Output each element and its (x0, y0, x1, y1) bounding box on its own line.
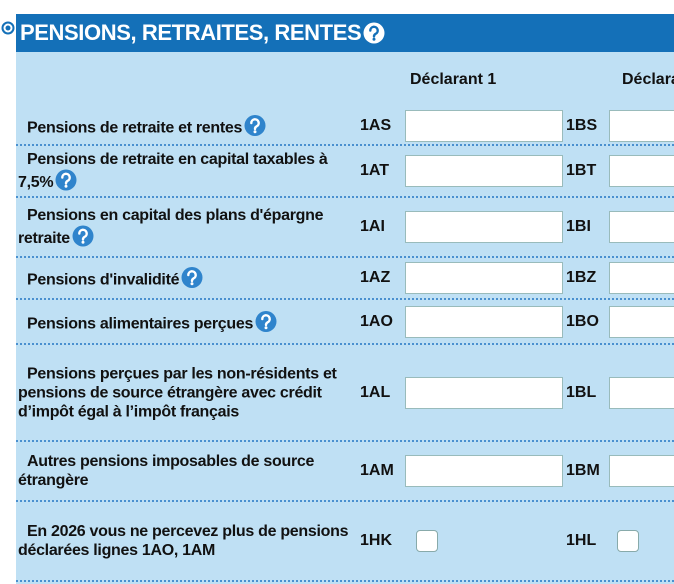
box-code: 1BO (566, 312, 599, 330)
label-text: Pensions de retraite en capital taxables… (18, 151, 328, 191)
text-input[interactable] (405, 455, 563, 487)
text-input[interactable] (405, 376, 563, 409)
row-label: Pensions alimentaires perçues (18, 310, 358, 333)
label-text: Pensions en capital des plans d'épargne … (18, 207, 324, 247)
section-panel: PENSIONS, RETRAITES, RENTES Déclarant 1 … (16, 14, 674, 584)
form-row: Pensions de retraite en capital taxables… (16, 146, 674, 198)
form-row: En 2026 vous ne percevez plus de pension… (16, 502, 674, 582)
label-text: Pensions alimentaires perçues (27, 315, 254, 332)
box-code: 1AS (360, 117, 392, 134)
box-code: 1BS (566, 117, 598, 134)
help-icon[interactable] (72, 225, 94, 247)
form-row: Pensions alimentaires perçues 1AO 1BO (16, 300, 674, 345)
row-label: Pensions de retraite en capital taxables… (18, 150, 358, 192)
form-row: Autres pensions imposables de source étr… (16, 442, 674, 502)
box-code: 1AM (360, 462, 394, 479)
section-header[interactable]: PENSIONS, RETRAITES, RENTES (16, 14, 674, 52)
text-input[interactable] (405, 262, 563, 294)
column-header: Déclarant 2 (622, 71, 674, 88)
text-input[interactable] (609, 455, 674, 487)
form-row: Pensions d'invalidité 1AZ 1BZ (16, 258, 674, 300)
help-icon[interactable] (255, 310, 277, 332)
box-code: 1BM (566, 462, 600, 479)
box-code: 1BT (566, 162, 597, 179)
text-input[interactable] (405, 305, 563, 338)
box-code: 1AL (360, 383, 391, 401)
section-title: PENSIONS, RETRAITES, RENTES (20, 20, 385, 46)
row-label: Pensions de retraite et rentes (18, 115, 358, 138)
section-bullet (1, 21, 15, 35)
box-code: 1AZ (360, 269, 391, 286)
form-row: Pensions de retraite et rentes 1AS 1BS (16, 108, 674, 146)
label-text: Pensions de retraite et rentes (27, 119, 243, 137)
box-code: 1BL (566, 383, 597, 401)
text-input[interactable] (609, 211, 674, 243)
title-text: PENSIONS, RETRAITES, RENTES (20, 20, 362, 45)
label-text: Pensions perçues par les non-résidents e… (18, 365, 337, 420)
text-input[interactable] (609, 376, 674, 409)
text-input[interactable] (609, 110, 674, 142)
box-code: 1BI (566, 218, 591, 235)
box-code: 1BZ (566, 269, 597, 286)
text-input[interactable] (405, 211, 563, 243)
help-icon[interactable] (55, 169, 77, 191)
checkbox[interactable] (416, 530, 438, 552)
text-input[interactable] (609, 305, 674, 338)
help-icon[interactable] (244, 115, 266, 137)
form-row: Pensions en capital des plans d'épargne … (16, 198, 674, 258)
help-icon[interactable] (363, 22, 385, 44)
checkbox[interactable] (617, 530, 639, 552)
box-code: 1AT (360, 162, 390, 179)
box-code: 1AO (360, 312, 393, 330)
row-label: Autres pensions imposables de source étr… (18, 452, 358, 490)
text-input[interactable] (609, 155, 674, 187)
row-label: Pensions en capital des plans d'épargne … (18, 206, 358, 248)
help-icon[interactable] (181, 267, 203, 289)
box-code: 1HL (566, 532, 597, 549)
text-input[interactable] (609, 262, 674, 294)
row-label: En 2026 vous ne percevez plus de pension… (18, 522, 358, 560)
text-input[interactable] (405, 110, 563, 142)
column-header: Déclarant 1 (410, 71, 497, 88)
box-code: 1HK (360, 532, 393, 549)
row-label: Pensions perçues par les non-résidents e… (18, 364, 358, 421)
row-label: Pensions d'invalidité (18, 267, 358, 290)
box-code: 1AI (360, 218, 385, 235)
label-text: En 2026 vous ne percevez plus de pension… (18, 523, 349, 559)
label-text: Pensions d'invalidité (27, 271, 180, 289)
label-text: Autres pensions imposables de source étr… (18, 453, 315, 489)
form-row: Pensions perçues par les non-résidents e… (16, 345, 674, 442)
text-input[interactable] (405, 155, 563, 187)
